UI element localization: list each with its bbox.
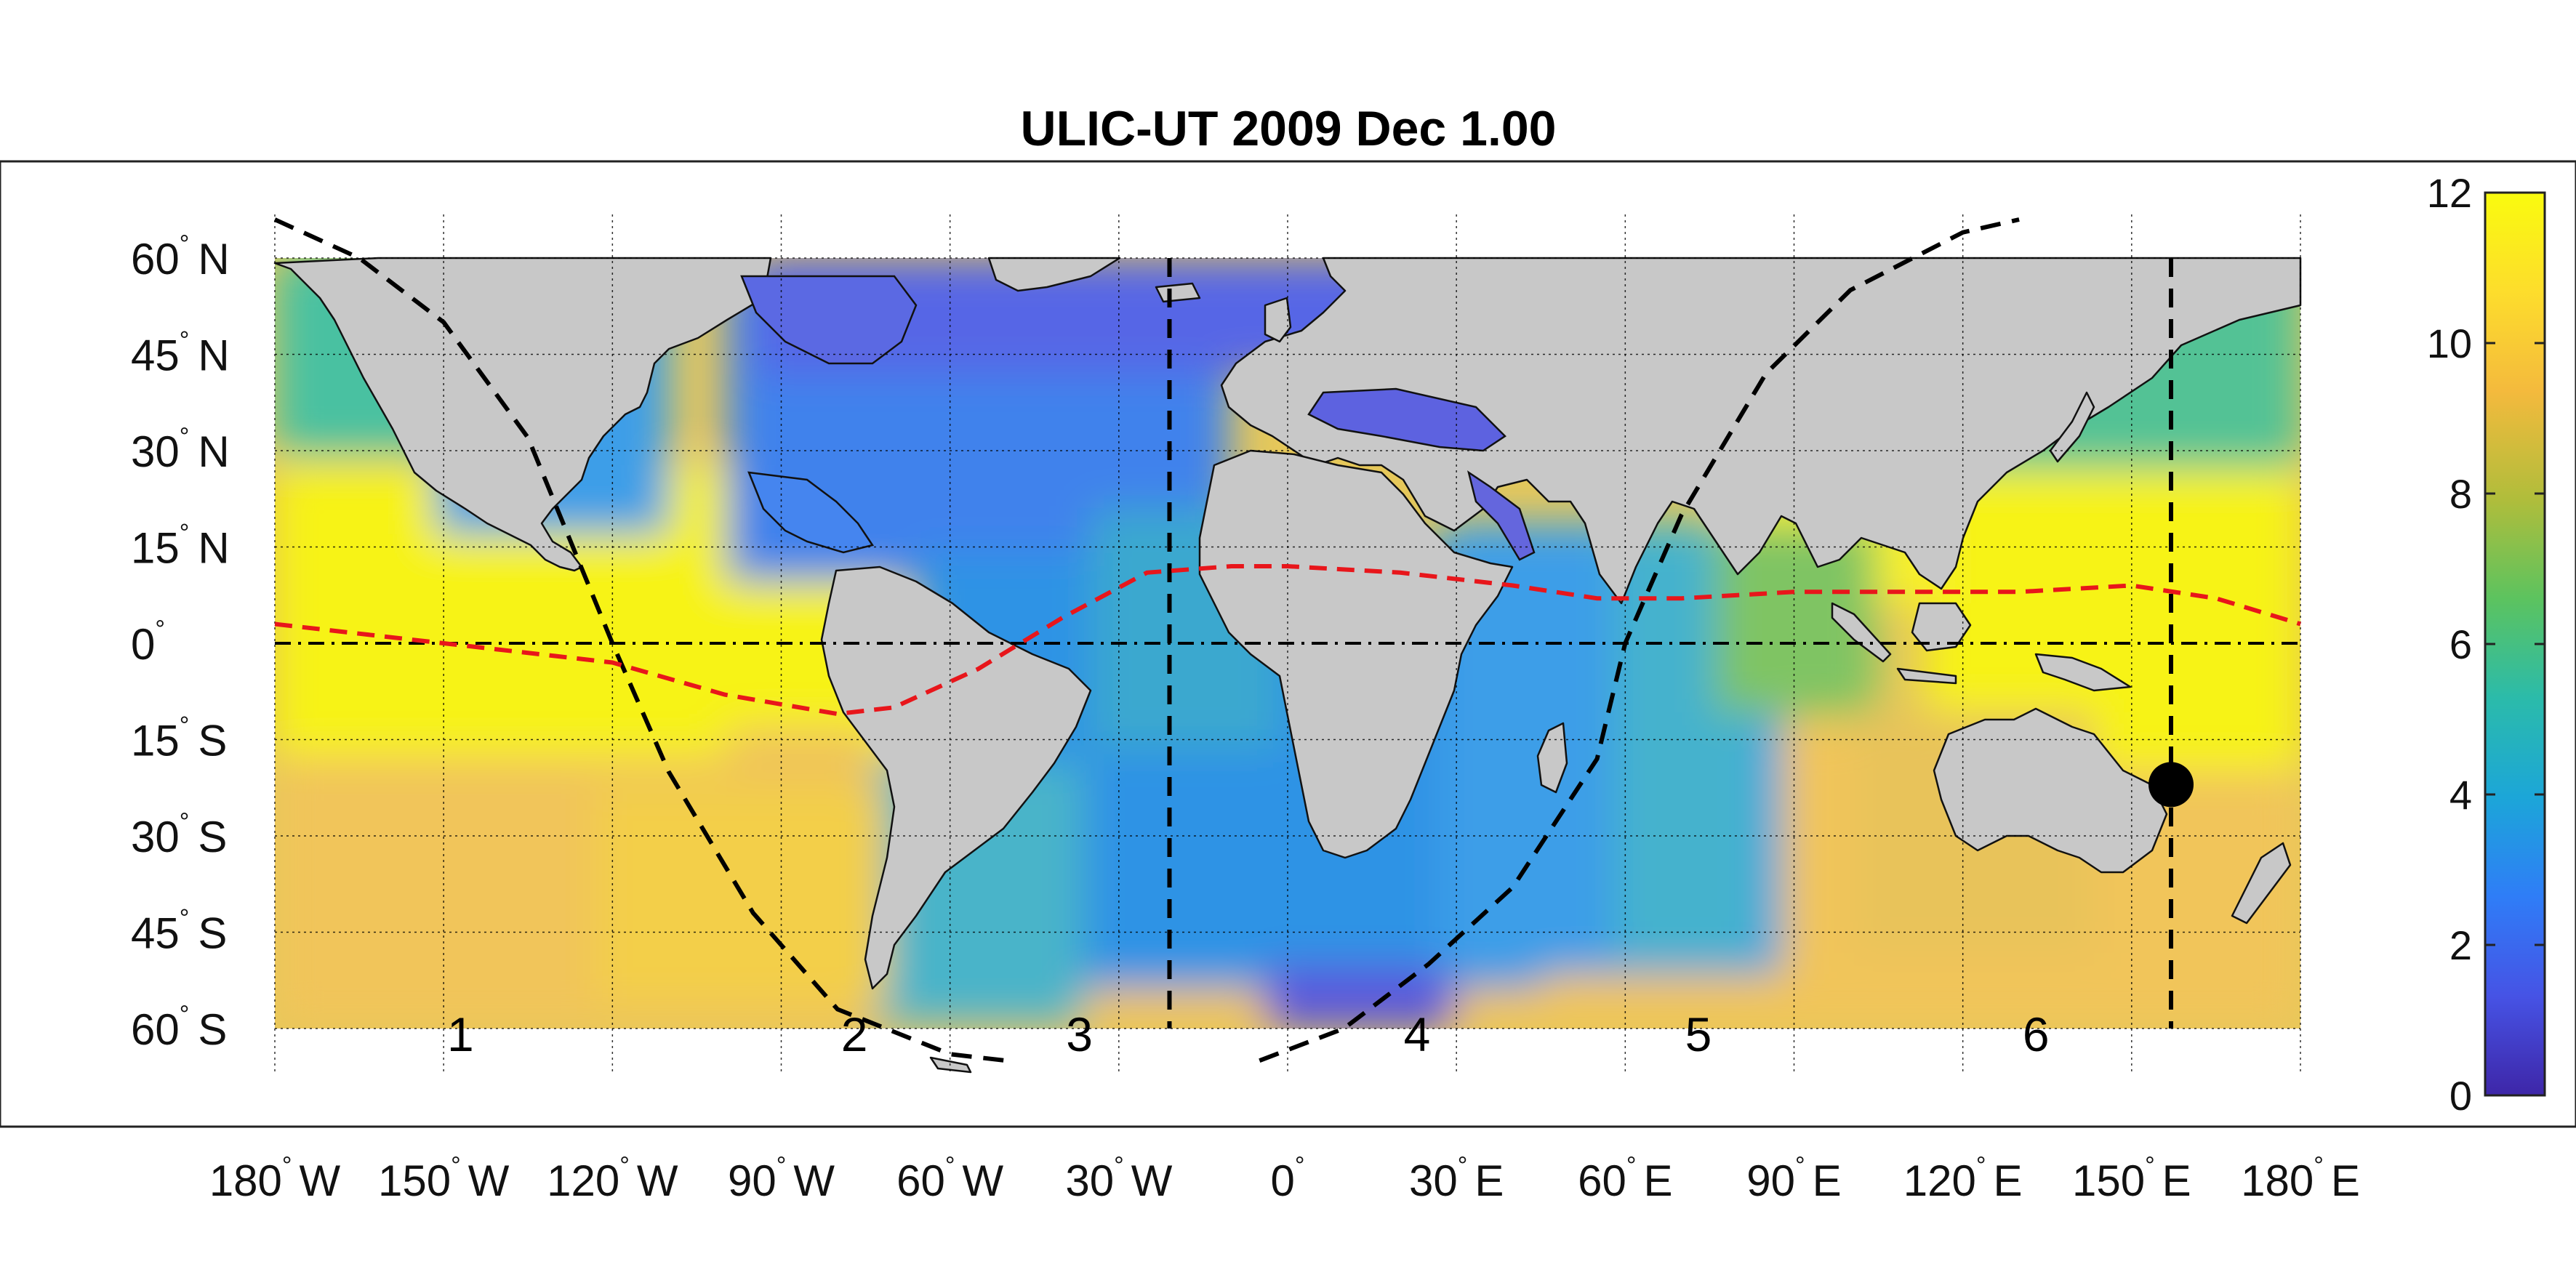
y-tick-label: 30° S [131,808,227,861]
y-tick-label: 45° S [131,905,227,958]
tierra-del-fuego [929,1056,972,1074]
x-tick-label: 60° E [1578,1152,1672,1205]
figure-border [0,160,2576,1128]
terminator-west [273,217,1007,1063]
tick-labels: 180° W 150° W 120° W 90° W 60° W 30° W 0° 30° E 60° E 90°… [131,230,2360,1205]
y-tick-label: 15° S [131,712,227,765]
x-tick-label: 180° E [2241,1152,2360,1205]
svg-text:90°W: 90° W [728,1152,835,1205]
colorbar-tick-label: 4 [2449,772,2472,818]
new-zealand [2231,842,2292,925]
x-tick-label: 120° W [547,1152,678,1205]
south-america [820,565,1092,990]
svg-text:45°S: 45° S [131,905,227,958]
british-isles [1264,297,1292,343]
svg-text:15°N: 15° N [131,520,230,573]
y-tick-label: 15° N [131,520,230,573]
zone-labels: 1 2 3 4 5 6 [447,1007,2050,1061]
japan [2049,391,2095,463]
svg-text:15°S: 15° S [131,712,227,765]
svg-text:30°E: 30° E [1409,1152,1504,1205]
colorbar-tick-label: 12 [2427,170,2472,216]
chart-title: ULIC-UT 2009 Dec 1.00 [1021,101,1557,156]
land [273,257,2302,1074]
gulf-water [740,275,1536,561]
zone-label-6: 6 [2023,1007,2050,1061]
x-tick-label: 0° [1271,1152,1305,1205]
svg-text:60°S: 60° S [131,1001,227,1054]
svg-text:60°W: 60° W [896,1152,1003,1205]
java [1896,667,1957,685]
zone-label-2: 2 [841,1007,868,1061]
svg-text:45°N: 45° N [131,327,230,380]
colorbar-ticks: 0 2 4 6 8 10 12 [2427,170,2545,1119]
x-tick-label: 150° W [378,1152,510,1205]
sumatra [1831,602,1892,663]
magnetic-equator [274,564,2301,717]
x-tick-label: 150° E [2072,1152,2191,1205]
svg-text:0°: 0° [131,616,165,669]
svg-text:30°W: 30° W [1065,1152,1172,1205]
x-tick-label: 60° W [896,1152,1003,1205]
x-tick-label: 120° E [1903,1152,2023,1205]
eurasia [1220,257,2302,605]
svg-text:0°: 0° [1271,1152,1305,1205]
svg-text:180°W: 180° W [209,1152,341,1205]
svg-text:150°W: 150° W [378,1152,510,1205]
svg-text:30°N: 30° N [131,423,230,476]
svg-text:30°S: 30° S [131,808,227,861]
x-tick-label: 30° E [1409,1152,1504,1205]
y-tick-label: 45° N [131,327,230,380]
colorbar-tick-label: 2 [2449,922,2472,968]
north-america [273,257,772,572]
borneo [1911,602,1972,652]
grid-lines [274,214,2301,1072]
terminator-east [1259,217,2020,1063]
svg-text:60°N: 60° N [131,230,230,283]
x-tick-label: 180° W [209,1152,341,1205]
x-tick-label: 90° W [728,1152,835,1205]
y-tick-label: 30° N [131,423,230,476]
sun-layer [2148,762,2194,808]
australia [1933,707,2168,874]
y-tick-label: 60° S [131,1001,227,1054]
svg-text:60°E: 60° E [1578,1152,1672,1205]
svg-text:120°E: 120° E [1903,1152,2023,1205]
map-area: 1 2 3 4 5 6 180° W 150° W 120° W 90° W 60° W 30° W 0° 30° E… [131,214,2360,1205]
zone-label-3: 3 [1066,1007,1093,1061]
africa [1198,449,1514,859]
colorbar: 0 2 4 6 8 10 12 [2427,170,2546,1119]
colorbar-tick-label: 6 [2449,621,2472,667]
y-tick-label: 60° N [131,230,230,283]
svg-text:90°E: 90° E [1746,1152,1841,1205]
svg-text:150°E: 150° E [2072,1152,2191,1205]
svg-text:180°E: 180° E [2241,1152,2360,1205]
zone-label-4: 4 [1404,1007,1431,1061]
colorbar-tick-label: 8 [2449,471,2472,517]
dashed-meridians [1167,258,2174,1029]
x-tick-label: 90° E [1746,1152,1841,1205]
new-guinea [2034,653,2132,692]
svg-text:120°W: 120° W [547,1152,678,1205]
subsolar-point-marker [2148,762,2194,808]
zone-label-1: 1 [447,1007,474,1061]
zone-label-5: 5 [1685,1007,1712,1061]
colorbar-tick-label: 0 [2449,1073,2472,1119]
iceland [1155,282,1201,303]
madagascar [1536,722,1568,794]
curves [273,217,2301,1063]
colorbar-tick-label: 10 [2427,321,2472,366]
y-tick-label: 0° [131,616,165,669]
x-tick-label: 30° W [1065,1152,1172,1205]
